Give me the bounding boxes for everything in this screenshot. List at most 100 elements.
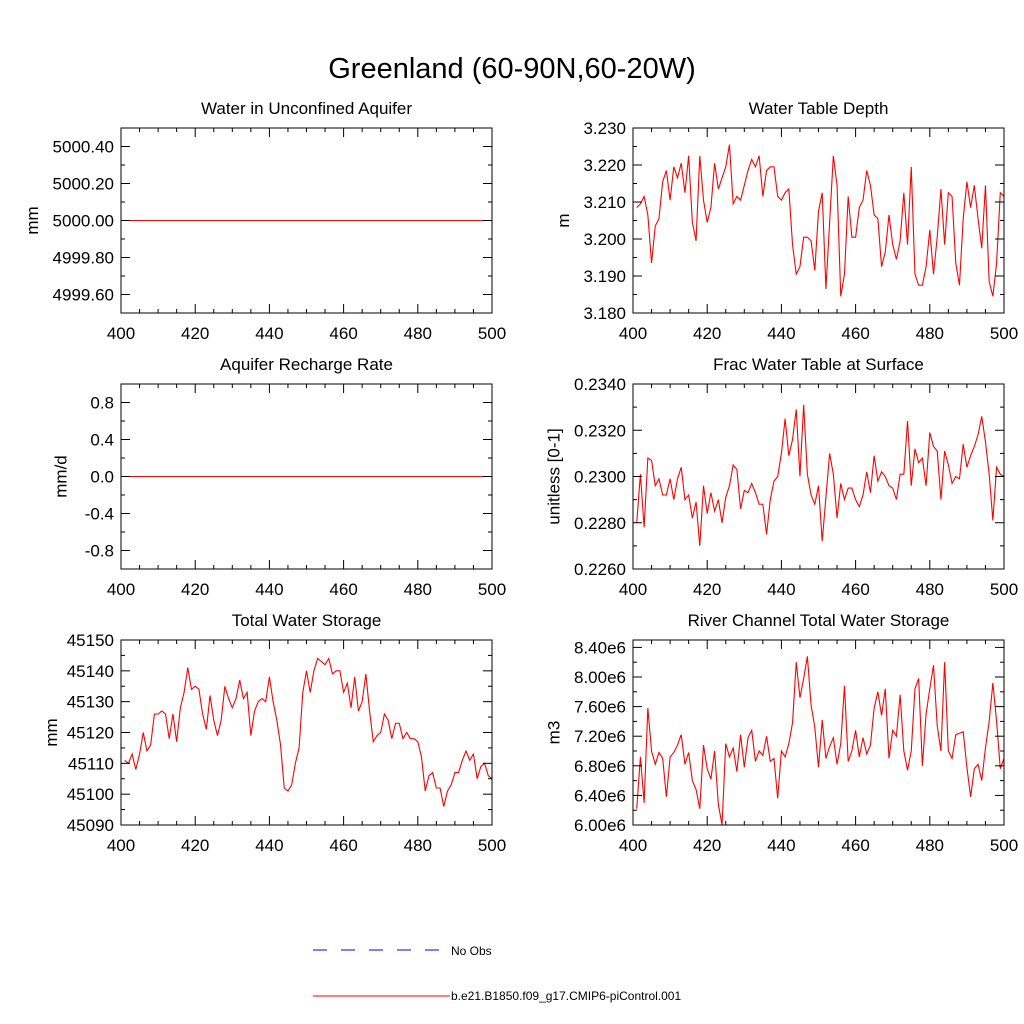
panel-title: Water in Unconfined Aquifer [201,99,412,118]
y-tick-label: 45120 [67,724,114,743]
y-tick-label: 0.2320 [574,421,626,440]
chart-panel: Aquifer Recharge Rate 400 420 440 460 480 500 -… [52,355,507,599]
y-tick-label: 6.80e6 [574,757,626,776]
legend-label-no-obs: No Obs [451,944,492,958]
series-line [636,404,1005,546]
y-axis-label: m [554,213,573,227]
plot-frame [632,383,1005,570]
x-tick-label: 420 [693,836,721,855]
y-axis-label: m3 [544,721,563,745]
x-tick-label: 440 [767,836,795,855]
y-tick-label: 7.20e6 [574,727,626,746]
chart-panel: Water in Unconfined Aquifer 400 420 440 460 4… [23,99,506,343]
x-tick-label: 460 [329,324,357,343]
legend: No Obs b.e21.B1850.f09_g17.CMIP6-piContr… [313,944,681,1003]
x-tick-label: 440 [255,836,283,855]
x-tick-label: 400 [619,836,647,855]
y-tick-label: -0.4 [85,505,114,524]
panel-title: Total Water Storage [232,611,382,630]
x-tick-label: 420 [181,324,209,343]
x-tick-label: 500 [478,324,506,343]
y-axis-label: mm [42,718,61,746]
y-tick-label: 3.230 [583,119,626,138]
x-tick-label: 400 [107,324,135,343]
x-tick-label: 460 [329,836,357,855]
plot-frame [632,639,1005,826]
x-tick-label: 460 [841,580,869,599]
y-axis-label: unitless [0-1] [544,428,563,524]
x-tick-label: 420 [693,580,721,599]
y-tick-label: 3.210 [583,193,626,212]
y-tick-label: 0.2280 [574,514,626,533]
x-tick-label: 460 [329,580,357,599]
y-tick-label: 45150 [67,631,114,650]
y-axis-label: mm [23,206,42,234]
x-tick-label: 440 [255,580,283,599]
y-tick-label: 0.4 [90,431,114,450]
y-tick-label: 6.00e6 [574,816,626,835]
y-tick-label: 0.2260 [574,560,626,579]
legend-label-model: b.e21.B1850.f09_g17.CMIP6-piControl.001 [451,989,681,1003]
x-tick-label: 500 [990,324,1018,343]
y-tick-label: 8.40e6 [574,638,626,657]
figure-title: Greenland (60-90N,60-20W) [328,53,696,85]
x-tick-label: 480 [404,836,432,855]
y-tick-label: 3.220 [583,156,626,175]
y-tick-label: 3.190 [583,267,626,286]
plot-frame [120,639,493,826]
y-tick-label: 5000.20 [53,175,114,194]
x-tick-label: 460 [841,836,869,855]
x-tick-label: 500 [990,580,1018,599]
chart-panel: Water Table Depth 400 420 440 460 480 500 3.180… [554,99,1018,343]
y-tick-label: 3.200 [583,230,626,249]
y-tick-label: 4999.80 [53,249,114,268]
x-tick-label: 500 [990,836,1018,855]
y-tick-label: 0.0 [90,468,114,487]
y-tick-label: 45140 [67,662,114,681]
y-tick-label: 45110 [68,754,114,773]
y-tick-label: 3.180 [583,304,626,323]
panel-title: Aquifer Recharge Rate [220,355,393,374]
chart-panel: Frac Water Table at Surface 400 420 440 460 4… [544,355,1018,599]
y-tick-label: 0.2300 [574,468,626,487]
chart-panel: Total Water Storage 400 420 440 460 480 500 450… [42,611,506,855]
y-tick-label: 7.60e6 [574,698,626,717]
y-tick-label: 45130 [67,693,114,712]
y-tick-label: -0.8 [85,542,114,561]
x-tick-label: 500 [478,836,506,855]
x-tick-label: 400 [107,580,135,599]
x-tick-label: 460 [841,324,869,343]
y-tick-label: 45100 [67,785,114,804]
x-tick-label: 420 [693,324,721,343]
x-tick-label: 480 [916,580,944,599]
x-tick-label: 400 [619,324,647,343]
y-tick-label: 6.40e6 [574,786,626,805]
y-tick-label: 8.00e6 [574,668,626,687]
x-tick-label: 400 [619,580,647,599]
y-axis-label: mm/d [52,455,71,498]
y-tick-label: 5000.40 [53,138,114,157]
series-line [636,656,1005,826]
x-tick-label: 420 [181,580,209,599]
y-tick-label: 4999.60 [53,286,114,305]
x-tick-label: 440 [767,580,795,599]
y-tick-label: 0.2340 [574,375,626,394]
x-tick-label: 480 [916,324,944,343]
x-tick-label: 480 [404,580,432,599]
series-line [124,657,493,807]
x-tick-label: 500 [478,580,506,599]
y-tick-label: 45090 [67,816,114,835]
series-line [636,144,1005,297]
y-tick-label: 5000.00 [53,212,114,231]
panel-title: Frac Water Table at Surface [713,355,924,374]
x-tick-label: 440 [767,324,795,343]
x-tick-label: 420 [181,836,209,855]
x-tick-label: 440 [255,324,283,343]
panel-title: River Channel Total Water Storage [688,611,950,630]
x-tick-label: 480 [404,324,432,343]
panels: Water in Unconfined Aquifer 400 420 440 460 4… [23,99,1018,855]
x-tick-label: 400 [107,836,135,855]
chart-panel: River Channel Total Water Storage 400 420 4… [544,611,1018,855]
panel-title: Water Table Depth [749,99,889,118]
